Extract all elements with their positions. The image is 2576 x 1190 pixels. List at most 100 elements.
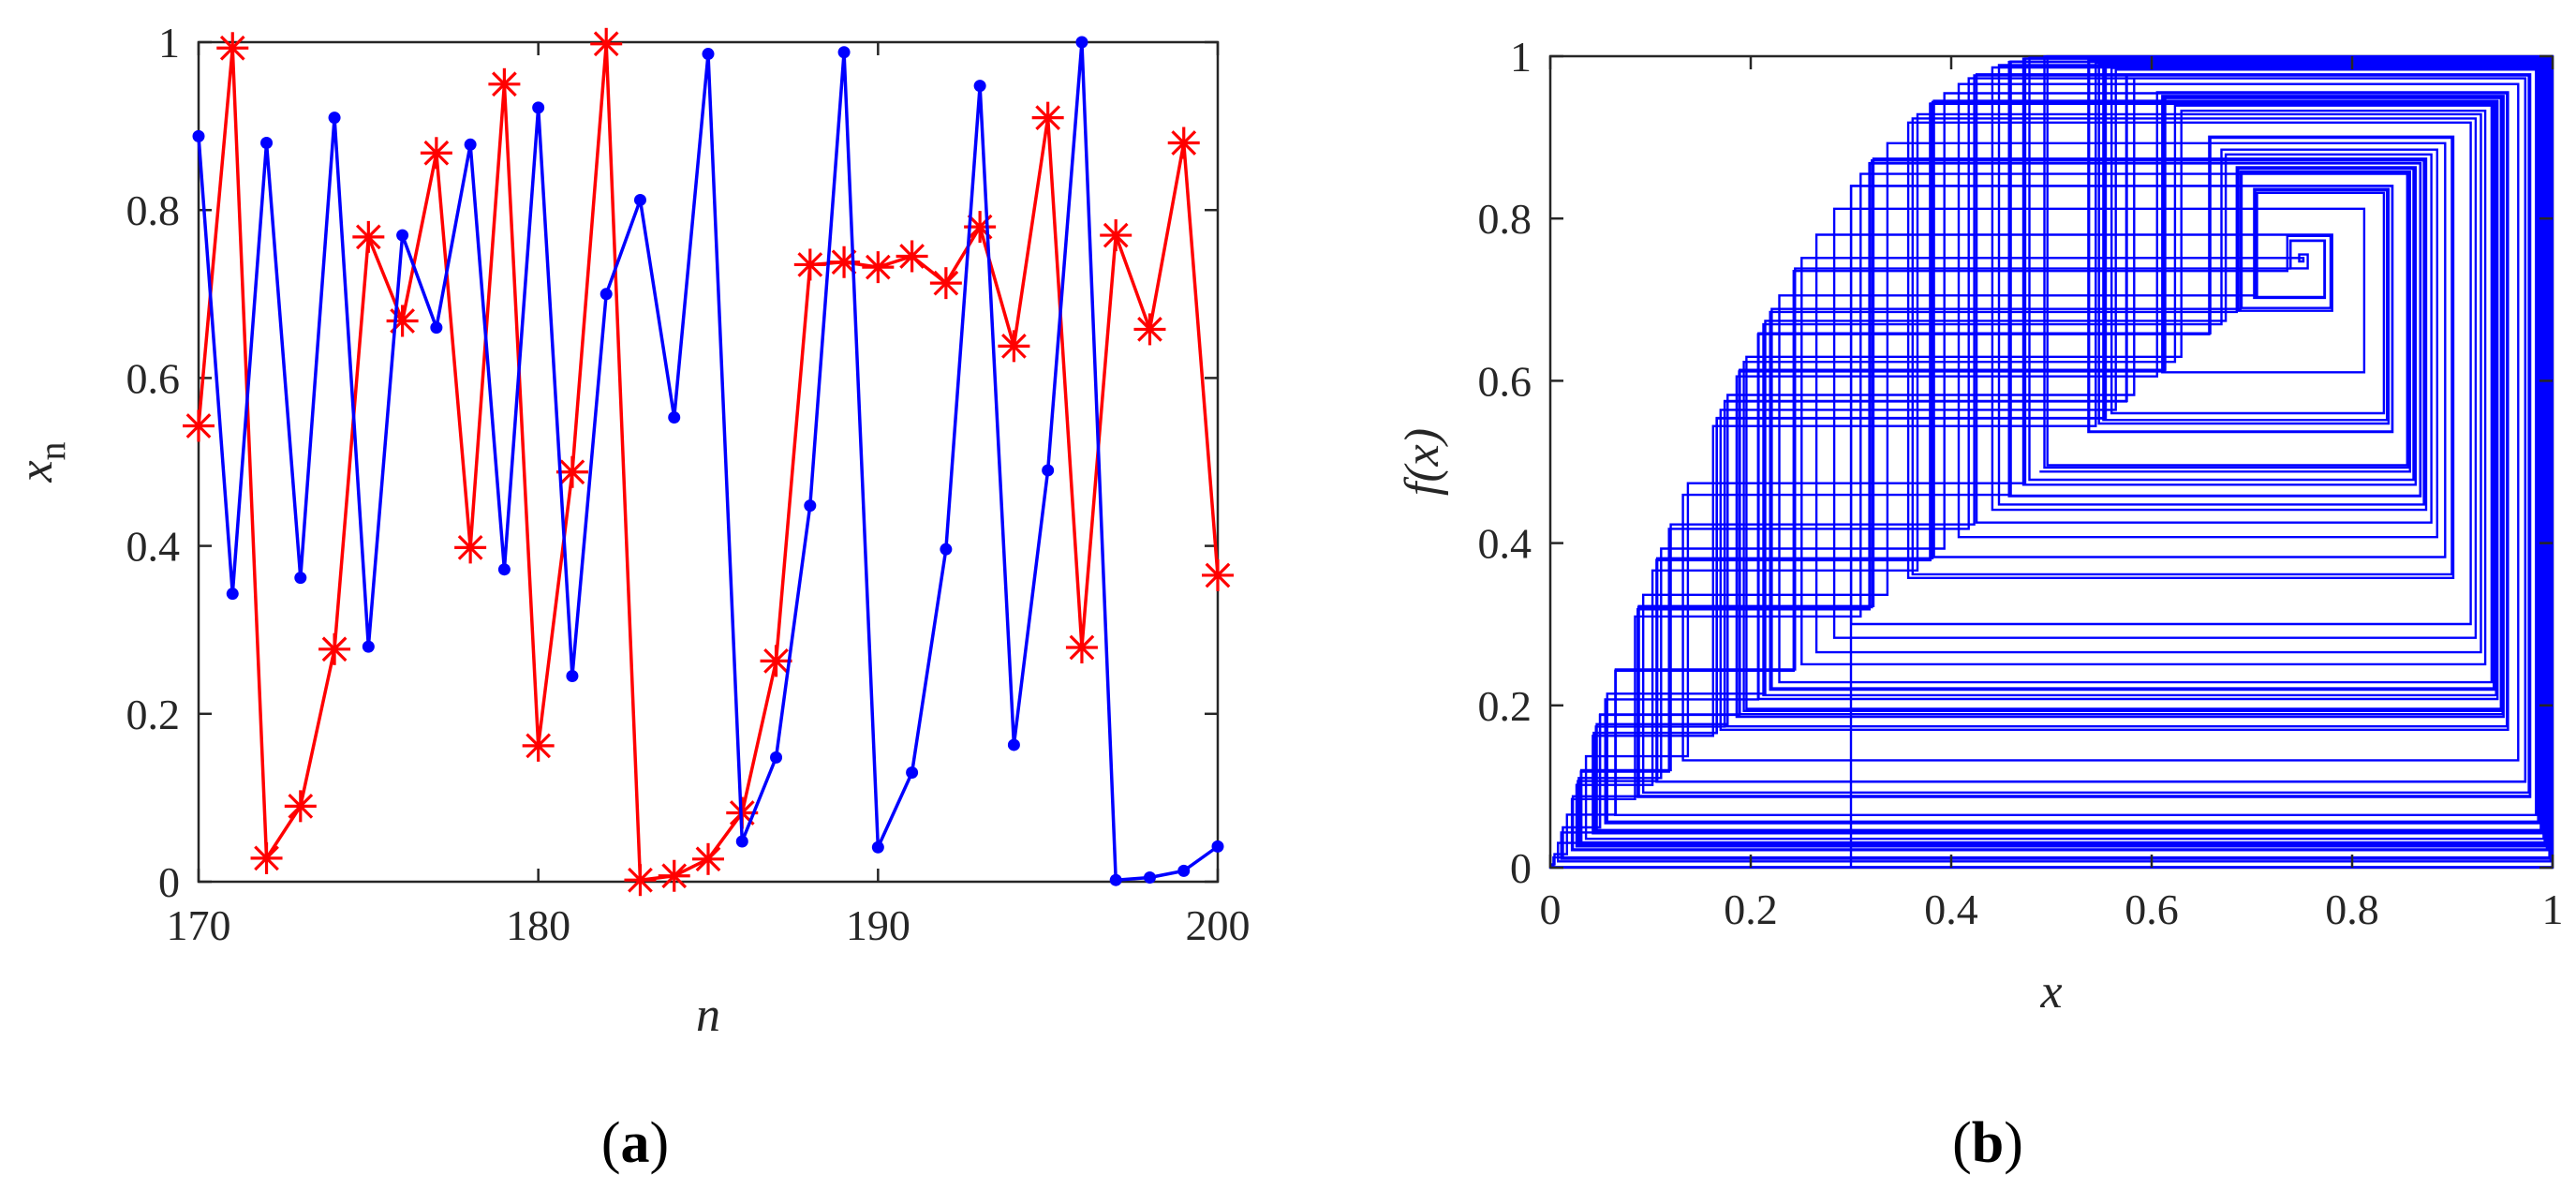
data-point-red-stars [896, 240, 928, 273]
data-point-blue-dots [566, 669, 579, 682]
data-point-red-stars [1100, 219, 1133, 252]
panel-a-y-tick-label: 1 [158, 19, 180, 67]
panel-b-y-axis-label: f(x) [1396, 428, 1449, 496]
panel-b-y-tick-label: 0.4 [1478, 520, 1532, 568]
panel-b-caption-letter: b [1972, 1111, 2004, 1175]
panel-a-caption-label: (a) [601, 1111, 669, 1175]
panel-b-y-tick-label: 0 [1510, 844, 1532, 892]
panel-b-axes-box [1548, 54, 2554, 870]
panel-a-y-tick-label: 0.6 [126, 354, 181, 402]
data-point-blue-dots [735, 835, 748, 848]
data-point-red-stars [624, 864, 657, 897]
data-point-blue-dots [804, 499, 817, 513]
data-point-red-stars [183, 409, 215, 442]
panel-a-series [183, 27, 1234, 897]
data-point-blue-dots [1075, 36, 1088, 49]
panel-b-x-tick-label: 0 [1540, 885, 1562, 933]
data-point-red-stars [998, 330, 1030, 363]
data-point-red-stars [1065, 632, 1098, 664]
data-point-blue-dots [837, 46, 851, 59]
data-point-blue-dots [973, 80, 986, 93]
data-point-blue-dots [260, 137, 274, 150]
data-point-blue-dots [430, 321, 443, 335]
data-point-blue-dots [532, 101, 545, 114]
data-point-blue-dots [770, 751, 783, 764]
data-point-blue-dots [1177, 864, 1191, 877]
panel-b-y-tick-label: 1 [1510, 33, 1532, 81]
data-point-blue-dots [226, 588, 239, 601]
panel-a-y-axis-label: xn [9, 441, 73, 483]
data-point-red-stars [420, 137, 452, 170]
data-point-red-stars [250, 841, 283, 874]
data-point-blue-dots [600, 288, 613, 301]
panel-a-y-tick-label: 0 [158, 858, 180, 906]
data-point-red-stars [692, 842, 724, 875]
data-point-red-stars [318, 632, 351, 665]
panel-b-x-tick-label: 0.6 [2124, 885, 2179, 933]
data-point-red-stars [352, 220, 385, 253]
data-point-red-stars [488, 67, 521, 100]
data-point-blue-dots [906, 766, 919, 780]
data-point-red-stars [1133, 313, 1166, 346]
data-point-red-stars [828, 245, 861, 278]
panel-a-x-tick-label: 200 [1186, 901, 1251, 949]
data-point-blue-dots [464, 138, 477, 151]
panel-a-ticks: 170 180 190 200 0 0.2 0.4 0.6 0.8 1 [126, 19, 1251, 949]
panel-b-x-tick-label: 1 [2542, 885, 2564, 933]
data-point-blue-dots [871, 840, 884, 854]
panel-b-ticks: 0 0.2 0.4 0.6 0.8 1 0 0.2 0.4 0.6 0.8 1 [1478, 33, 2564, 933]
panel-a-y-label-subscript: n [31, 441, 73, 460]
cobweb-trajectory [1549, 54, 2554, 869]
data-point-blue-dots [1042, 464, 1055, 477]
panel-a-y-tick-label: 0.8 [126, 186, 181, 234]
data-point-red-stars [1202, 558, 1234, 591]
panel-a-x-tick-label: 180 [506, 901, 570, 949]
panel-b-caption-label: (b) [1952, 1111, 2023, 1175]
data-point-red-stars [658, 859, 690, 892]
panel-a-x-tick-label: 170 [167, 901, 231, 949]
data-point-red-stars [1167, 126, 1200, 159]
panel-b-cobweb: 0 0.2 0.4 0.6 0.8 1 0 0.2 0.4 0.6 0.8 1 x f(x) (b) [1396, 33, 2564, 1175]
data-point-red-stars [284, 790, 317, 823]
data-point-blue-dots [1007, 738, 1020, 751]
data-point-blue-dots [396, 229, 409, 242]
data-point-blue-dots [633, 193, 646, 206]
panel-b-y-tick-label: 0.8 [1478, 195, 1532, 243]
data-point-blue-dots [328, 112, 341, 125]
data-point-red-stars [929, 267, 962, 300]
data-point-red-stars [216, 32, 249, 65]
data-point-blue-dots [294, 572, 307, 585]
panel-a-y-tick-label: 0.2 [126, 691, 181, 738]
panel-b-x-tick-label: 0.4 [1924, 885, 1978, 933]
data-point-blue-dots [1109, 873, 1122, 886]
data-point-red-stars [1031, 101, 1064, 134]
panel-b-x-tick-label: 0.2 [1724, 885, 1778, 933]
panel-a-x-tick-label: 190 [846, 901, 910, 949]
panel-a-x-axis-label: n [696, 989, 720, 1042]
panel-b-x-axis-label: x [2039, 965, 2062, 1019]
data-point-blue-dots [1211, 840, 1224, 853]
panel-a-y-tick-label: 0.4 [126, 523, 181, 571]
panel-a-caption-letter: a [621, 1111, 650, 1175]
data-point-blue-dots [702, 48, 715, 61]
data-point-blue-dots [668, 411, 681, 424]
data-point-blue-dots [940, 543, 953, 556]
data-point-red-stars [386, 305, 419, 337]
panel-b-y-tick-label: 0.2 [1478, 682, 1532, 730]
data-point-red-stars [454, 531, 487, 564]
data-point-red-stars [793, 248, 826, 281]
data-point-blue-dots [1143, 871, 1156, 885]
data-point-red-stars [590, 27, 623, 60]
data-point-red-stars [522, 729, 555, 762]
data-point-red-stars [862, 251, 895, 284]
panel-b-x-tick-label: 0.8 [2325, 885, 2379, 933]
data-point-blue-dots [362, 640, 375, 653]
panel-a-y-label-main: x [9, 460, 63, 483]
panel-b-y-tick-label: 0.6 [1478, 357, 1532, 405]
data-point-red-stars [760, 645, 792, 677]
panel-b-cobweb-path [1549, 54, 2554, 869]
data-point-blue-dots [192, 129, 205, 142]
data-point-blue-dots [497, 563, 511, 576]
